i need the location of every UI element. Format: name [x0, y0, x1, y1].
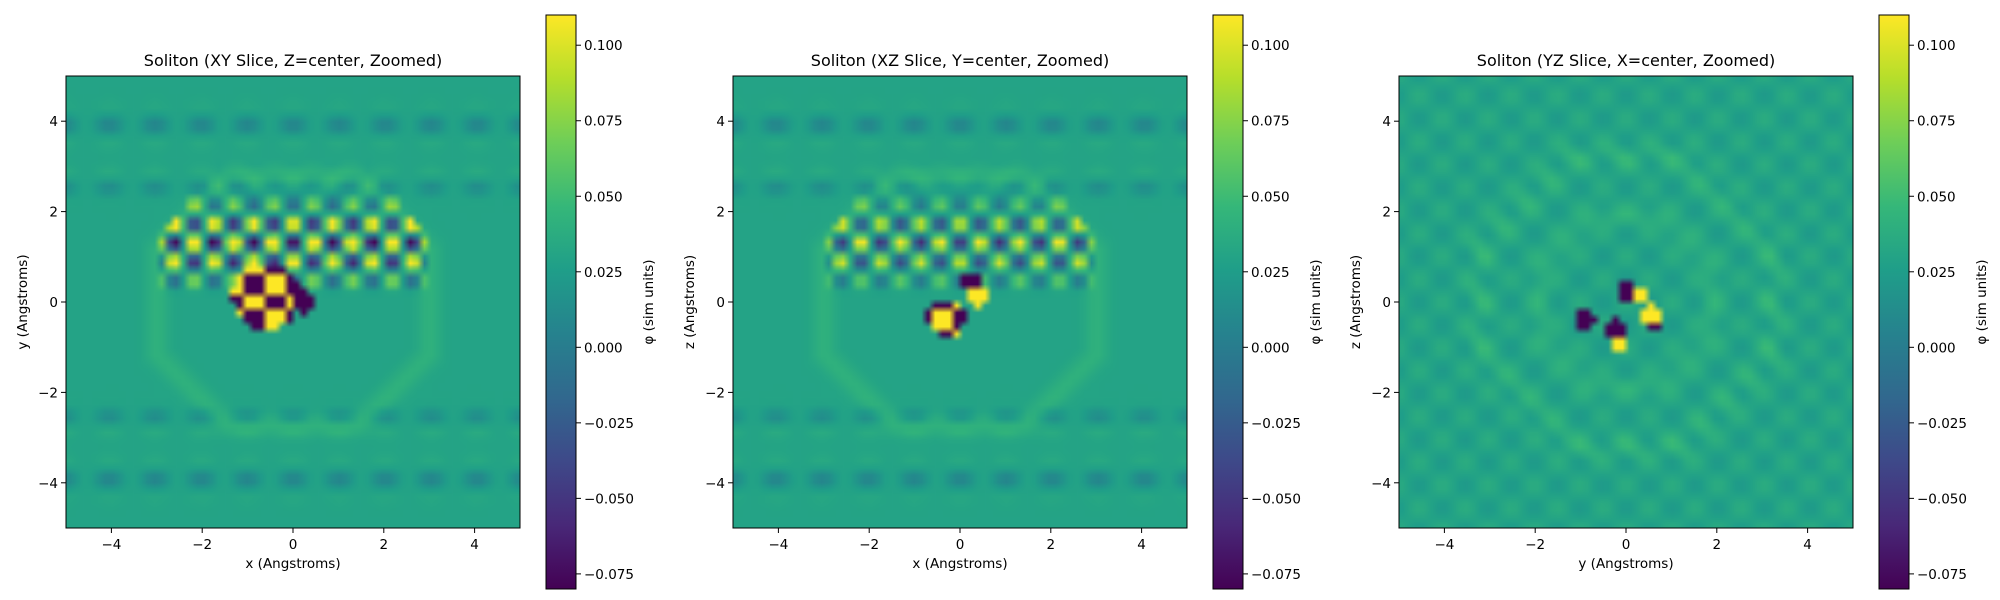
colorbar-tick-label: −0.075 [1251, 567, 1301, 583]
heatmap-xy [66, 76, 520, 528]
y-tick-label: 2 [716, 205, 725, 221]
y-tick-label: 2 [49, 205, 58, 221]
colorbar-tick-label: 0.025 [1251, 265, 1290, 281]
colorbar-tick-label: −0.075 [1917, 567, 1967, 583]
colorbar-ticks: −0.075 −0.050 −0.025 0.000 0.025 0.050 0.075 0.… [576, 38, 634, 583]
colorbar-tick-label: −0.025 [1917, 416, 1967, 432]
x-tick-label: −4 [1434, 537, 1454, 553]
colorbar-ticks: −0.075 −0.050 −0.025 0.000 0.025 0.050 0.075 0.… [1909, 38, 1967, 583]
y-tick-label: −4 [705, 476, 725, 492]
x-tick-label: −4 [101, 537, 121, 553]
colorbar-ticks: −0.075 −0.050 −0.025 0.000 0.025 0.050 0.075 0.… [1243, 38, 1301, 583]
x-axis-label: y (Angstroms) [1578, 556, 1673, 572]
heatmap-yz [1399, 76, 1853, 528]
x-tick-label: 0 [1622, 537, 1631, 553]
colorbar-tick-label: 0.000 [1251, 340, 1290, 356]
colorbar-tick-label: 0.100 [584, 38, 623, 54]
plot-title: Soliton (XY Slice, Z=center, Zoomed) [144, 51, 442, 70]
y-tick-label: −2 [705, 385, 725, 401]
x-tick-label: 0 [956, 537, 965, 553]
heatmap-xz [733, 76, 1187, 528]
x-axis-label: x (Angstroms) [912, 556, 1007, 572]
x-tick-label: 4 [1803, 537, 1812, 553]
colorbar-tick-label: 0.100 [1251, 38, 1290, 54]
colorbar [1878, 14, 1910, 590]
x-ticks: −4 −2 0 2 4 [1434, 528, 1812, 553]
y-tick-label: 0 [716, 295, 725, 311]
colorbar-tick-label: 0.025 [584, 265, 623, 281]
x-ticks: −4 −2 0 2 4 [101, 528, 479, 553]
colorbar-tick-label: 0.075 [584, 114, 623, 130]
x-tick-label: −2 [1525, 537, 1545, 553]
x-tick-label: −4 [768, 537, 788, 553]
y-axis-label: z (Angstroms) [682, 255, 698, 349]
y-ticks: −4 −2 0 2 4 [1371, 114, 1399, 492]
x-tick-label: 2 [380, 537, 389, 553]
heatmap-image [66, 76, 520, 528]
colorbar-tick-label: 0.075 [1251, 114, 1290, 130]
panel-yz: Soliton (YZ Slice, X=center, Zoomed) −4−… [1348, 14, 1990, 590]
colorbar-tick-label: −0.075 [584, 567, 634, 583]
x-tick-label: 2 [1713, 537, 1722, 553]
y-tick-label: 4 [49, 114, 58, 130]
colorbar-tick-label: 0.000 [584, 340, 623, 356]
y-tick-label: −2 [1371, 385, 1391, 401]
colorbar-label: φ (sim units) [641, 259, 657, 344]
colorbar-tick-label: −0.050 [1251, 491, 1301, 507]
y-axis-label: y (Angstroms) [15, 254, 31, 349]
y-ticks: −4 −2 0 2 4 [38, 114, 66, 492]
y-tick-label: −2 [38, 385, 58, 401]
y-axis-label: z (Angstroms) [1348, 255, 1364, 349]
y-tick-label: 0 [1382, 295, 1391, 311]
colorbar-tick-label: 0.025 [1917, 265, 1956, 281]
colorbar [1212, 14, 1244, 590]
y-tick-label: 0 [49, 295, 58, 311]
y-ticks: −4 −2 0 2 4 [705, 114, 733, 492]
y-tick-label: 4 [716, 114, 725, 130]
y-tick-label: −4 [1371, 476, 1391, 492]
x-ticks: −4 −2 0 2 4 [768, 528, 1146, 553]
colorbar-tick-label: −0.025 [584, 416, 634, 432]
y-tick-label: 4 [1382, 114, 1391, 130]
colorbar-tick-label: 0.100 [1917, 38, 1956, 54]
colorbar-label: φ (sim units) [1308, 259, 1324, 344]
x-tick-label: −2 [192, 537, 212, 553]
x-tick-label: 4 [1137, 537, 1146, 553]
colorbar-tick-label: 0.075 [1917, 114, 1956, 130]
colorbar [545, 14, 577, 590]
x-tick-label: 0 [289, 537, 298, 553]
heatmap-image [1399, 76, 1853, 528]
plot-title: Soliton (XZ Slice, Y=center, Zoomed) [811, 51, 1109, 70]
colorbar-tick-label: 0.000 [1917, 340, 1956, 356]
colorbar-tick-label: 0.050 [1917, 189, 1956, 205]
colorbar-tick-label: 0.050 [1251, 189, 1290, 205]
colorbar-tick-label: −0.050 [1917, 491, 1967, 507]
y-tick-label: −4 [38, 476, 58, 492]
x-tick-label: −2 [859, 537, 879, 553]
colorbar-tick-label: −0.050 [584, 491, 634, 507]
panel-xz: Soliton (XZ Slice, Y=center, Zoomed) −4−… [682, 14, 1324, 590]
x-tick-label: 2 [1047, 537, 1056, 553]
colorbar-tick-label: −0.025 [1251, 416, 1301, 432]
plot-title: Soliton (YZ Slice, X=center, Zoomed) [1477, 51, 1775, 70]
colorbar-label: φ (sim units) [1974, 259, 1990, 344]
y-tick-label: 2 [1382, 205, 1391, 221]
panel-xy: Soliton (XY Slice, Z=center, Zoomed) −4−… [15, 14, 657, 590]
colorbar-tick-label: 0.050 [584, 189, 623, 205]
heatmap-image [733, 76, 1187, 528]
x-tick-label: 4 [470, 537, 479, 553]
x-axis-label: x (Angstroms) [245, 556, 340, 572]
